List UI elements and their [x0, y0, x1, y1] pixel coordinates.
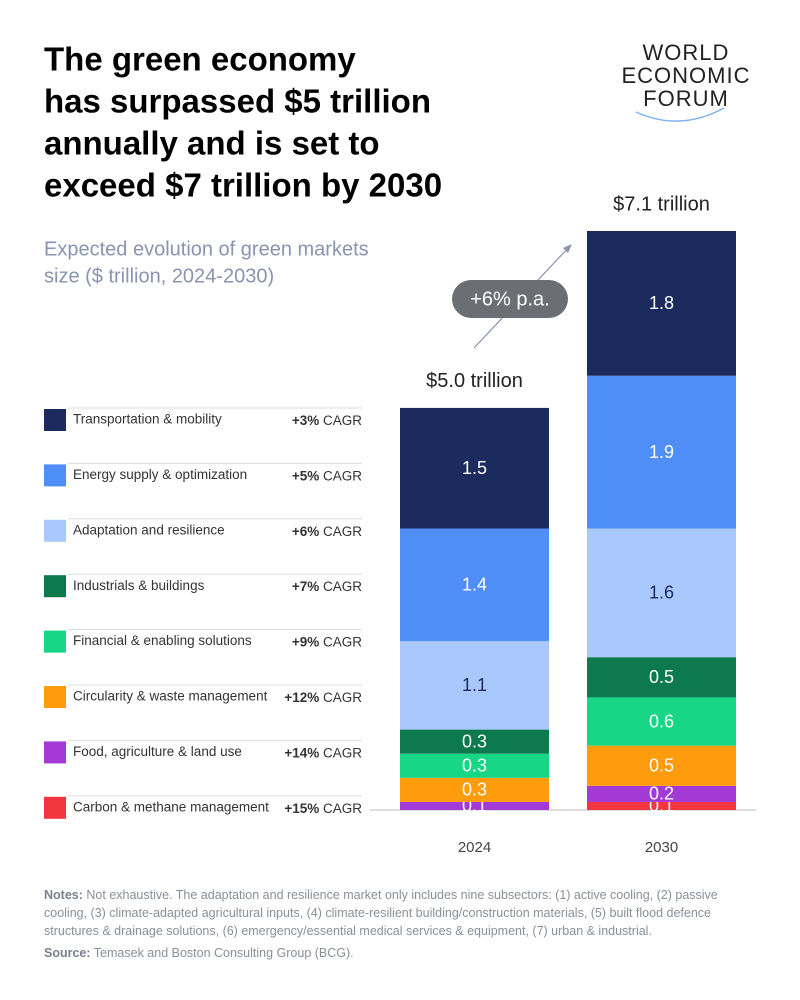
source-text: Source: Temasek and Boston Consulting Gr…: [44, 944, 764, 962]
legend-label: Circularity & waste management: [73, 689, 268, 704]
cagr-unit: CAGR: [323, 468, 362, 483]
bar-segment: [400, 641, 549, 730]
chart-subtitle: Expected evolution of green markets: [44, 238, 369, 260]
total-label: $7.1 trillion: [613, 193, 710, 215]
legend-cagr: +3% CAGR: [292, 413, 362, 428]
value-label: 0.2: [649, 784, 674, 804]
chart-title: exceed $7 trillion by 2030: [44, 167, 442, 204]
legend-label: Food, agriculture & land use: [73, 744, 242, 759]
bar-segment: [587, 801, 736, 810]
notes-text: Notes: Not exhaustive. The adaptation an…: [44, 886, 764, 940]
value-label: 0.3: [462, 780, 487, 800]
legend-label: Financial & enabling solutions: [73, 633, 252, 648]
notes-body: Not exhaustive. The adaptation and resil…: [44, 888, 718, 938]
legend-swatch: [44, 464, 66, 487]
notes-label: Notes:: [44, 888, 83, 902]
cagr-unit: CAGR: [323, 634, 362, 649]
chart-title: annually and is set to: [44, 125, 380, 162]
legend-label: Carbon & methane management: [73, 799, 269, 814]
bar-segment: [587, 375, 736, 529]
legend-swatch: [44, 686, 66, 708]
chart-title: The green economy: [44, 41, 356, 78]
x-tick-label: 2030: [645, 839, 678, 856]
total-label: $5.0 trillion: [426, 370, 523, 392]
value-label: 1.8: [649, 293, 674, 313]
legend-cagr: +5% CAGR: [292, 468, 362, 483]
legend-swatch: [44, 519, 66, 542]
cagr-value: +7%: [292, 579, 319, 594]
bar-segment: [400, 753, 549, 778]
cagr-unit: CAGR: [323, 745, 362, 760]
value-label: 1.6: [649, 583, 674, 603]
value-label: 0.3: [462, 731, 487, 751]
cagr-value: +9%: [292, 634, 319, 649]
bar-segment: [400, 777, 549, 802]
value-label: 1.5: [462, 458, 487, 478]
cagr-unit: CAGR: [323, 413, 362, 428]
logo-text: WORLD: [643, 40, 730, 65]
bar-segment: [587, 697, 736, 746]
cagr-unit: CAGR: [323, 579, 362, 594]
legend-label: Transportation & mobility: [73, 412, 222, 427]
value-label: 0.5: [649, 756, 674, 776]
logo-text: FORUM: [643, 86, 729, 111]
source-label: Source:: [44, 946, 91, 960]
bar-segment: [587, 528, 736, 658]
cagr-value: +5%: [292, 468, 319, 483]
cagr-value: +3%: [292, 413, 319, 428]
value-label: 0.5: [649, 667, 674, 687]
value-label: 1.1: [462, 675, 487, 695]
cagr-unit: CAGR: [323, 690, 362, 705]
legend-cagr: +12% CAGR: [284, 690, 362, 705]
bar-segment: [587, 657, 736, 698]
bar-segment: [400, 729, 549, 754]
logo-text: ECONOMIC: [622, 63, 751, 88]
value-label: 1.9: [649, 442, 674, 462]
cagr-value: +12%: [284, 690, 319, 705]
value-label: 1.4: [462, 575, 487, 595]
legend-swatch: [44, 575, 66, 598]
bar-segment: [587, 231, 736, 376]
growth-bubble: [452, 280, 568, 318]
logo-arc: [635, 107, 725, 122]
bar-segment: [400, 528, 549, 642]
legend-label: Adaptation and resilience: [73, 522, 225, 537]
legend-cagr: +9% CAGR: [292, 634, 362, 649]
bar-segment: [400, 801, 549, 810]
value-label: 0.3: [462, 756, 487, 776]
cagr-value: +15%: [284, 800, 319, 815]
value-label: 0.6: [649, 711, 674, 731]
bar-segment: [587, 785, 736, 802]
chart-title: has surpassed $5 trillion: [44, 83, 431, 120]
source-body: Temasek and Boston Consulting Group (BCG…: [93, 946, 354, 960]
legend-cagr: +15% CAGR: [284, 800, 362, 815]
arrow-head: [563, 244, 572, 253]
legend-label: Industrials & buildings: [73, 578, 205, 593]
growth-label: +6% p.a.: [470, 288, 550, 310]
legend-swatch: [44, 630, 66, 653]
legend-swatch: [44, 741, 66, 764]
x-tick-label: 2024: [458, 839, 491, 856]
legend-swatch: [44, 796, 66, 819]
legend-label: Energy supply & optimization: [73, 467, 247, 482]
legend-cagr: +6% CAGR: [292, 523, 362, 538]
cagr-value: +14%: [284, 745, 319, 760]
notes: Notes: Not exhaustive. The adaptation an…: [44, 886, 764, 962]
bar-segment: [400, 407, 549, 529]
legend-cagr: +14% CAGR: [284, 745, 362, 760]
legend-swatch: [44, 409, 66, 431]
legend-cagr: +7% CAGR: [292, 579, 362, 594]
bar-segment: [587, 745, 736, 786]
cagr-unit: CAGR: [323, 800, 362, 815]
cagr-unit: CAGR: [323, 523, 362, 538]
chart-subtitle: size ($ trillion, 2024-2030): [44, 265, 274, 287]
cagr-value: +6%: [292, 523, 319, 538]
